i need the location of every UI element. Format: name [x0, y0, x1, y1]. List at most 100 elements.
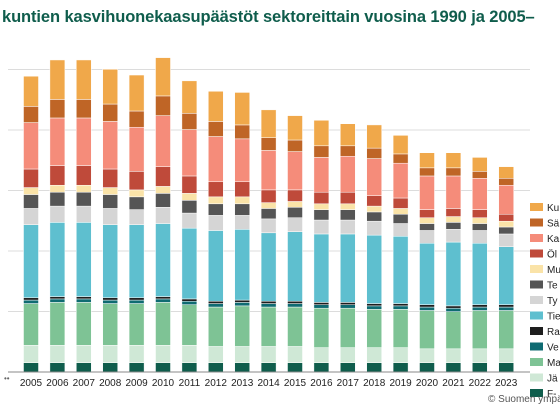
bar-segment	[208, 300, 224, 304]
legend-label: Tie	[547, 312, 560, 323]
bar-segment	[498, 348, 514, 363]
bar-segment	[472, 230, 488, 244]
bar-segment	[155, 166, 171, 187]
bar-segment	[234, 302, 250, 307]
bar-segment	[498, 362, 514, 373]
legend-label: Mu	[547, 265, 560, 276]
bar-segment	[498, 306, 514, 311]
bar-segment	[181, 227, 198, 300]
bar-segment	[472, 348, 488, 363]
x-tick-label: 2017	[337, 378, 360, 389]
bar-segment	[155, 345, 171, 363]
x-tick-labels: 2005 2006 2007 2008 2009 2010 2011 2012 2013 2014…	[20, 378, 518, 389]
bar-segment	[155, 207, 171, 224]
bar-segment	[313, 145, 330, 158]
bar-segment	[313, 157, 330, 193]
bar-segment	[313, 304, 330, 309]
bar-segment	[181, 212, 198, 229]
bar-segment	[102, 168, 118, 188]
bar-segment	[498, 220, 514, 228]
bar-segment	[498, 304, 514, 308]
chart-title: kuntien kasvihuonekaasupäästöt sektoreit…	[2, 8, 535, 26]
bar-segment	[128, 362, 145, 373]
legend-label: Ma	[547, 358, 560, 369]
bar-segment	[445, 305, 462, 309]
bar-segment	[76, 222, 92, 297]
bar-segment	[208, 215, 224, 231]
legend-swatch	[530, 373, 543, 382]
bar-segment	[472, 304, 488, 308]
bar-segment	[287, 346, 303, 363]
bar-segment	[128, 189, 145, 198]
bar-segment	[260, 189, 277, 203]
bar-segment	[366, 195, 382, 207]
legend-label: Ka	[547, 234, 560, 245]
bar-segment	[128, 299, 145, 304]
bar-segment	[155, 193, 171, 208]
bar-segment	[313, 347, 330, 363]
bar-segment	[260, 218, 277, 234]
bar-segment	[102, 345, 118, 363]
bar-segment	[76, 165, 92, 186]
legend-swatch	[530, 296, 543, 304]
bar-segment	[445, 208, 462, 217]
bar-segment	[472, 178, 488, 210]
legend-swatch	[530, 280, 543, 289]
bar-segment	[128, 209, 145, 225]
bar-segment	[102, 303, 118, 346]
bar-segment	[102, 299, 118, 304]
bar-segment	[498, 184, 514, 215]
x-tick-label: 2023	[495, 378, 518, 389]
bars	[23, 57, 514, 373]
bar-segment	[49, 165, 66, 186]
bar-segment	[366, 305, 382, 310]
bar-segment	[366, 234, 382, 304]
legend-label: Jä	[547, 374, 558, 385]
bar-segment	[419, 209, 435, 218]
legend-label: Sä	[547, 219, 560, 230]
bar-segment	[208, 181, 224, 198]
x-tick-label: 2010	[152, 378, 175, 389]
legend-swatch	[530, 218, 543, 227]
bar-segment	[49, 117, 66, 166]
bar-segment	[472, 310, 488, 350]
bar-segment	[287, 151, 303, 191]
bar-segment	[287, 306, 303, 347]
bar-segment	[392, 362, 409, 373]
bar-segment	[234, 181, 250, 198]
bar-segment	[287, 231, 303, 302]
bar-segment	[419, 167, 435, 177]
bar-segment	[445, 216, 462, 223]
bar-segment	[23, 194, 39, 209]
legend-label: Ty	[547, 296, 558, 307]
bar-segment	[340, 362, 356, 373]
bar-segment	[49, 191, 66, 207]
bar-segment	[340, 145, 356, 157]
bar-segment	[260, 300, 277, 304]
bar-segment	[76, 205, 92, 223]
bar-segment	[287, 201, 303, 208]
bar-segment	[155, 296, 171, 300]
bar-segment	[419, 152, 435, 169]
bar-segment	[49, 59, 66, 100]
bar-segment	[340, 203, 356, 210]
bar-segment	[340, 304, 356, 309]
bar-segment	[287, 139, 303, 152]
bar-segment	[366, 205, 382, 213]
bar-segment	[419, 175, 435, 210]
bar-segment	[498, 213, 514, 222]
bar-segment	[445, 307, 462, 312]
legend-swatch	[530, 311, 543, 320]
x-tick-label: 2006	[46, 378, 69, 389]
bar-segment	[49, 205, 66, 223]
bar-segment	[419, 223, 435, 231]
bar-segment	[472, 306, 488, 311]
bar-segment	[208, 230, 224, 302]
bar-segment	[419, 304, 435, 308]
bar-segment	[260, 208, 277, 220]
bar-segment	[313, 302, 330, 305]
bar-segment	[23, 75, 39, 107]
x-tick-label: 2016	[310, 378, 333, 389]
bar-segment	[128, 196, 145, 210]
bar-segment	[155, 186, 171, 194]
